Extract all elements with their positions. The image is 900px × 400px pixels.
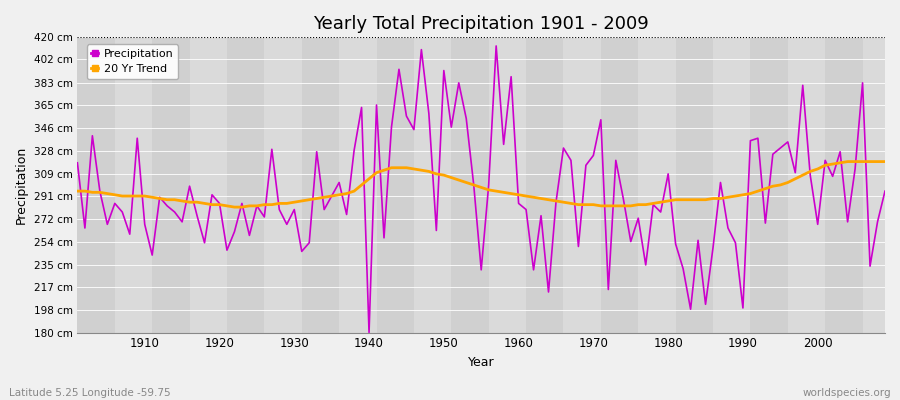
Bar (825, 37, 862, 332)
Bar (376, 37, 414, 332)
Bar (713, 37, 751, 332)
Title: Yearly Total Precipitation 1901 - 2009: Yearly Total Precipitation 1901 - 2009 (313, 15, 649, 33)
Legend: Precipitation, 20 Yr Trend: Precipitation, 20 Yr Trend (87, 44, 178, 79)
Bar (751, 37, 788, 332)
Bar (676, 37, 713, 332)
Bar (862, 37, 885, 332)
Bar (638, 37, 676, 332)
Bar (414, 37, 451, 332)
Bar (227, 37, 265, 332)
Bar (302, 37, 339, 332)
X-axis label: Year: Year (468, 356, 494, 369)
Text: Latitude 5.25 Longitude -59.75: Latitude 5.25 Longitude -59.75 (9, 388, 171, 398)
Bar (152, 37, 190, 332)
Bar (601, 37, 638, 332)
Bar (489, 37, 526, 332)
Bar (77, 37, 115, 332)
Bar (339, 37, 376, 332)
Bar (190, 37, 227, 332)
Bar (526, 37, 563, 332)
Text: worldspecies.org: worldspecies.org (803, 388, 891, 398)
Bar (563, 37, 601, 332)
Bar (788, 37, 825, 332)
Bar (265, 37, 302, 332)
Bar (451, 37, 489, 332)
Bar (115, 37, 152, 332)
Y-axis label: Precipitation: Precipitation (15, 146, 28, 224)
